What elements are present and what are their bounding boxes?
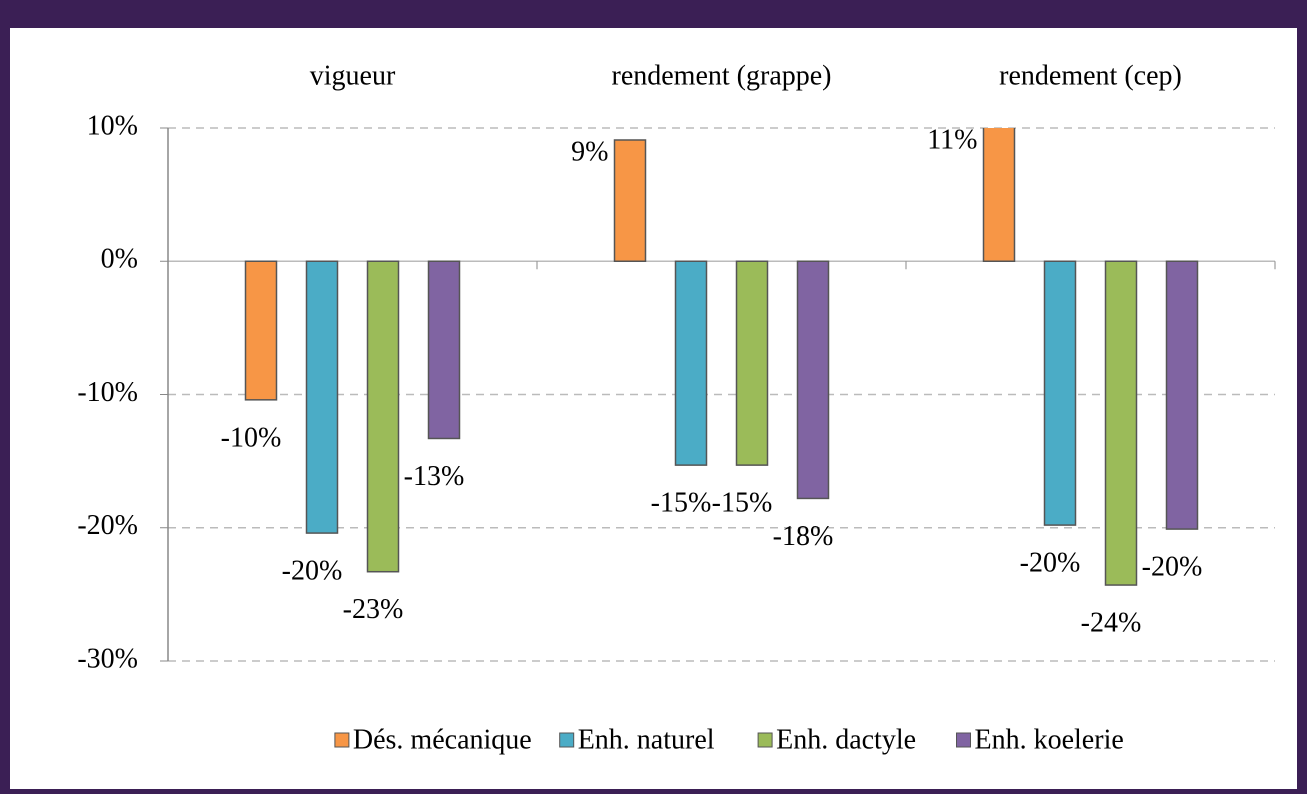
- plot: [244, 128, 1199, 586]
- bar: [305, 260, 339, 534]
- category-label: rendement (grappe): [612, 60, 832, 91]
- legend-label: Enh. naturel: [578, 724, 715, 755]
- value-label: -15%: [651, 488, 712, 519]
- value-label: -15%: [712, 488, 773, 519]
- value-label: -20%: [282, 556, 343, 587]
- background: [10, 28, 1297, 789]
- bar: [366, 260, 400, 573]
- bar: [982, 128, 1016, 262]
- value-label: 9%: [571, 136, 608, 167]
- y-tick-label: 10%: [87, 110, 138, 141]
- bar: [1043, 260, 1077, 526]
- bar: [427, 260, 461, 440]
- bar: [244, 260, 278, 401]
- value-label: -20%: [1020, 548, 1081, 579]
- bar: [1165, 260, 1199, 530]
- value-label: -23%: [343, 594, 404, 625]
- bar: [613, 139, 647, 262]
- value-label: 11%: [927, 124, 977, 155]
- value-label: -10%: [221, 422, 282, 453]
- bar: [674, 260, 708, 466]
- value-label: -13%: [404, 461, 465, 492]
- bar: [1104, 260, 1138, 586]
- y-tick-label: -10%: [77, 377, 138, 408]
- bar: [796, 260, 830, 500]
- y-tick-label: 0%: [101, 244, 138, 275]
- value-label: -18%: [773, 521, 834, 552]
- bar: [735, 260, 769, 466]
- category-label: rendement (cep): [999, 60, 1182, 91]
- legend-swatch: [956, 732, 971, 748]
- value-label: -24%: [1081, 607, 1142, 638]
- category-label: vigueur: [310, 60, 396, 91]
- y-tick-label: -30%: [77, 643, 138, 674]
- legend-swatch: [559, 732, 575, 748]
- legend-swatch: [334, 732, 350, 748]
- legend-label: Enh. dactyle: [776, 724, 916, 755]
- value-label: -20%: [1142, 552, 1203, 583]
- legend-swatch: [757, 732, 773, 748]
- legend-label: Dés. mécanique: [353, 724, 532, 755]
- y-tick-label: -20%: [77, 510, 138, 541]
- legend-label: Enh. koelerie: [975, 724, 1124, 755]
